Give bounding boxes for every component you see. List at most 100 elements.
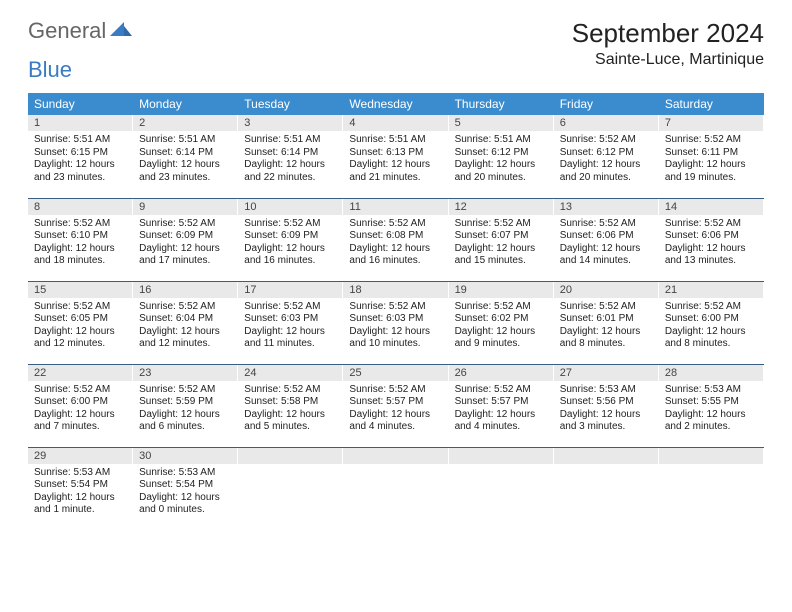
sunset-line: Sunset: 5:54 PM [139, 479, 232, 492]
day-details: Sunrise: 5:51 AMSunset: 6:15 PMDaylight:… [28, 131, 133, 188]
calendar-day-cell: 6Sunrise: 5:52 AMSunset: 6:12 PMDaylight… [554, 115, 659, 198]
daylight-line: Daylight: 12 hours and 14 minutes. [560, 243, 653, 268]
sunset-line: Sunset: 6:07 PM [455, 230, 548, 243]
daylight-line: Daylight: 12 hours and 8 minutes. [665, 326, 758, 351]
sunrise-line: Sunrise: 5:52 AM [560, 301, 653, 314]
sunrise-line: Sunrise: 5:52 AM [349, 218, 442, 231]
weekday-header: Monday [133, 93, 238, 115]
calendar-day-cell: 19Sunrise: 5:52 AMSunset: 6:02 PMDayligh… [449, 281, 554, 364]
day-details: Sunrise: 5:51 AMSunset: 6:14 PMDaylight:… [238, 131, 343, 188]
calendar-day-cell: 4Sunrise: 5:51 AMSunset: 6:13 PMDaylight… [343, 115, 448, 198]
daylight-line: Daylight: 12 hours and 17 minutes. [139, 243, 232, 268]
calendar-day-cell: 30Sunrise: 5:53 AMSunset: 5:54 PMDayligh… [133, 447, 238, 530]
sunset-line: Sunset: 6:03 PM [349, 313, 442, 326]
sunrise-line: Sunrise: 5:52 AM [139, 384, 232, 397]
day-number: 27 [554, 365, 659, 381]
daylight-line: Daylight: 12 hours and 11 minutes. [244, 326, 337, 351]
day-number: 17 [238, 282, 343, 298]
calendar-day-cell: 20Sunrise: 5:52 AMSunset: 6:01 PMDayligh… [554, 281, 659, 364]
sunset-line: Sunset: 6:01 PM [560, 313, 653, 326]
sunrise-line: Sunrise: 5:52 AM [244, 301, 337, 314]
weekday-header-row: SundayMondayTuesdayWednesdayThursdayFrid… [28, 93, 764, 115]
sunrise-line: Sunrise: 5:52 AM [455, 301, 548, 314]
calendar-day-cell: 27Sunrise: 5:53 AMSunset: 5:56 PMDayligh… [554, 364, 659, 447]
calendar-day-cell: 25Sunrise: 5:52 AMSunset: 5:57 PMDayligh… [343, 364, 448, 447]
daylight-line: Daylight: 12 hours and 21 minutes. [349, 159, 442, 184]
brand-text-general: General [28, 18, 106, 44]
day-details: Sunrise: 5:52 AMSunset: 6:06 PMDaylight:… [554, 215, 659, 272]
daylight-line: Daylight: 12 hours and 18 minutes. [34, 243, 127, 268]
day-details: Sunrise: 5:52 AMSunset: 5:57 PMDaylight:… [449, 381, 554, 438]
calendar-day-cell: 15Sunrise: 5:52 AMSunset: 6:05 PMDayligh… [28, 281, 133, 364]
sunrise-line: Sunrise: 5:52 AM [139, 301, 232, 314]
sunset-line: Sunset: 6:11 PM [665, 147, 758, 160]
day-number: 24 [238, 365, 343, 381]
day-details: Sunrise: 5:52 AMSunset: 6:02 PMDaylight:… [449, 298, 554, 355]
day-number: 25 [343, 365, 448, 381]
sunset-line: Sunset: 6:05 PM [34, 313, 127, 326]
day-number: 28 [659, 365, 764, 381]
day-details: Sunrise: 5:51 AMSunset: 6:13 PMDaylight:… [343, 131, 448, 188]
daylight-line: Daylight: 12 hours and 3 minutes. [560, 409, 653, 434]
weekday-header: Wednesday [343, 93, 448, 115]
day-details: Sunrise: 5:52 AMSunset: 6:06 PMDaylight:… [659, 215, 764, 272]
sunset-line: Sunset: 5:58 PM [244, 396, 337, 409]
day-details: Sunrise: 5:52 AMSunset: 6:12 PMDaylight:… [554, 131, 659, 188]
day-details: Sunrise: 5:52 AMSunset: 5:59 PMDaylight:… [133, 381, 238, 438]
day-number: 9 [133, 199, 238, 215]
weekday-header: Friday [554, 93, 659, 115]
sunrise-line: Sunrise: 5:53 AM [665, 384, 758, 397]
day-number: 13 [554, 199, 659, 215]
day-details: Sunrise: 5:52 AMSunset: 6:00 PMDaylight:… [659, 298, 764, 355]
daylight-line: Daylight: 12 hours and 0 minutes. [139, 492, 232, 517]
daylight-line: Daylight: 12 hours and 19 minutes. [665, 159, 758, 184]
calendar-week-row: 1Sunrise: 5:51 AMSunset: 6:15 PMDaylight… [28, 115, 764, 198]
daylight-line: Daylight: 12 hours and 2 minutes. [665, 409, 758, 434]
calendar-day-cell: 22Sunrise: 5:52 AMSunset: 6:00 PMDayligh… [28, 364, 133, 447]
daylight-line: Daylight: 12 hours and 9 minutes. [455, 326, 548, 351]
day-number: 15 [28, 282, 133, 298]
calendar-day-cell: 11Sunrise: 5:52 AMSunset: 6:08 PMDayligh… [343, 198, 448, 281]
day-number: 1 [28, 115, 133, 131]
sunrise-line: Sunrise: 5:51 AM [455, 134, 548, 147]
day-number: 16 [133, 282, 238, 298]
day-details: Sunrise: 5:53 AMSunset: 5:54 PMDaylight:… [133, 464, 238, 521]
sunrise-line: Sunrise: 5:53 AM [139, 467, 232, 480]
day-details: Sunrise: 5:53 AMSunset: 5:54 PMDaylight:… [28, 464, 133, 521]
sunrise-line: Sunrise: 5:52 AM [349, 301, 442, 314]
calendar-day-cell: 24Sunrise: 5:52 AMSunset: 5:58 PMDayligh… [238, 364, 343, 447]
sunrise-line: Sunrise: 5:52 AM [244, 218, 337, 231]
brand-logo: General [28, 18, 134, 44]
daylight-line: Daylight: 12 hours and 6 minutes. [139, 409, 232, 434]
month-title: September 2024 [572, 18, 764, 49]
sunset-line: Sunset: 6:08 PM [349, 230, 442, 243]
day-number: 23 [133, 365, 238, 381]
sunrise-line: Sunrise: 5:52 AM [455, 384, 548, 397]
day-details: Sunrise: 5:52 AMSunset: 6:03 PMDaylight:… [238, 298, 343, 355]
day-number: 19 [449, 282, 554, 298]
day-details: Sunrise: 5:53 AMSunset: 5:56 PMDaylight:… [554, 381, 659, 438]
sunset-line: Sunset: 6:04 PM [139, 313, 232, 326]
day-number: 12 [449, 199, 554, 215]
calendar-day-cell: . [343, 447, 448, 530]
sunset-line: Sunset: 6:02 PM [455, 313, 548, 326]
sunset-line: Sunset: 6:13 PM [349, 147, 442, 160]
brand-mark-icon [110, 18, 132, 44]
calendar-table: SundayMondayTuesdayWednesdayThursdayFrid… [28, 93, 764, 530]
brand-text-blue: Blue [28, 57, 72, 82]
sunset-line: Sunset: 6:15 PM [34, 147, 127, 160]
day-details: Sunrise: 5:52 AMSunset: 6:05 PMDaylight:… [28, 298, 133, 355]
calendar-week-row: 22Sunrise: 5:52 AMSunset: 6:00 PMDayligh… [28, 364, 764, 447]
calendar-day-cell: 7Sunrise: 5:52 AMSunset: 6:11 PMDaylight… [659, 115, 764, 198]
sunrise-line: Sunrise: 5:53 AM [560, 384, 653, 397]
daylight-line: Daylight: 12 hours and 12 minutes. [139, 326, 232, 351]
calendar-week-row: 8Sunrise: 5:52 AMSunset: 6:10 PMDaylight… [28, 198, 764, 281]
daylight-line: Daylight: 12 hours and 12 minutes. [34, 326, 127, 351]
sunset-line: Sunset: 6:09 PM [139, 230, 232, 243]
daylight-line: Daylight: 12 hours and 20 minutes. [560, 159, 653, 184]
daylight-line: Daylight: 12 hours and 16 minutes. [349, 243, 442, 268]
sunset-line: Sunset: 5:59 PM [139, 396, 232, 409]
daylight-line: Daylight: 12 hours and 23 minutes. [139, 159, 232, 184]
day-details: Sunrise: 5:53 AMSunset: 5:55 PMDaylight:… [659, 381, 764, 438]
sunset-line: Sunset: 6:12 PM [455, 147, 548, 160]
